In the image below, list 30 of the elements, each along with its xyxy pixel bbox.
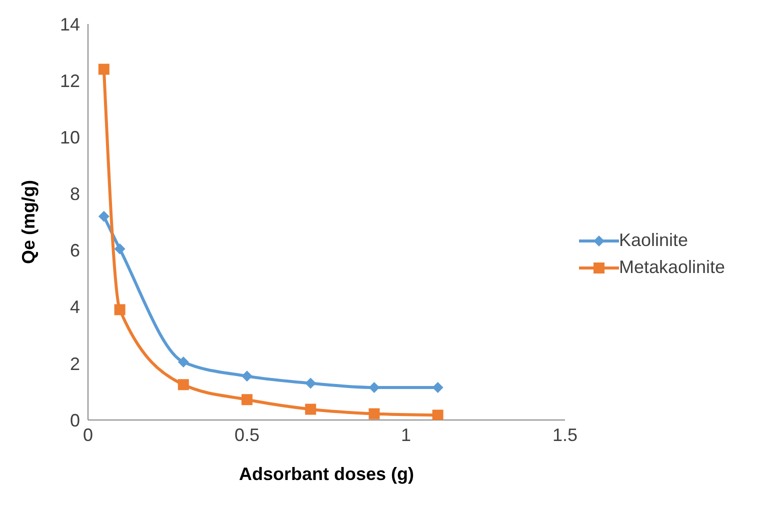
y-tick-label: 0	[70, 410, 80, 430]
point	[114, 304, 126, 316]
legend-label: Kaolinite	[619, 230, 688, 251]
y-tick-label: 8	[70, 184, 80, 204]
y-tick-label: 12	[60, 70, 80, 91]
point	[368, 408, 380, 420]
y-tick-label: 2	[70, 354, 80, 374]
legend-label: Metakaolinite	[619, 257, 726, 278]
point	[114, 243, 126, 254]
point	[432, 410, 444, 420]
point	[242, 394, 252, 406]
x-tick-label: 1	[400, 424, 412, 445]
point	[98, 64, 110, 75]
point	[178, 379, 189, 390]
point	[178, 356, 189, 368]
x-tick-label: 0.5	[234, 424, 260, 445]
point	[305, 378, 316, 389]
point	[98, 210, 110, 222]
point	[242, 370, 252, 382]
y-tick-label: 4	[70, 297, 80, 318]
y-axis-title: Qe (mg/g)	[18, 180, 38, 264]
y-tick-label: 14	[60, 14, 80, 34]
y-tick-label: 6	[70, 240, 80, 261]
x-tick-label: 1.5	[552, 424, 578, 445]
x-tick-label: 0	[82, 424, 94, 445]
y-tick-label: 10	[60, 128, 80, 148]
x-axis-title: Adsorbant doses (g)	[238, 464, 414, 484]
point	[432, 382, 444, 393]
point	[305, 404, 316, 415]
point	[368, 382, 380, 393]
